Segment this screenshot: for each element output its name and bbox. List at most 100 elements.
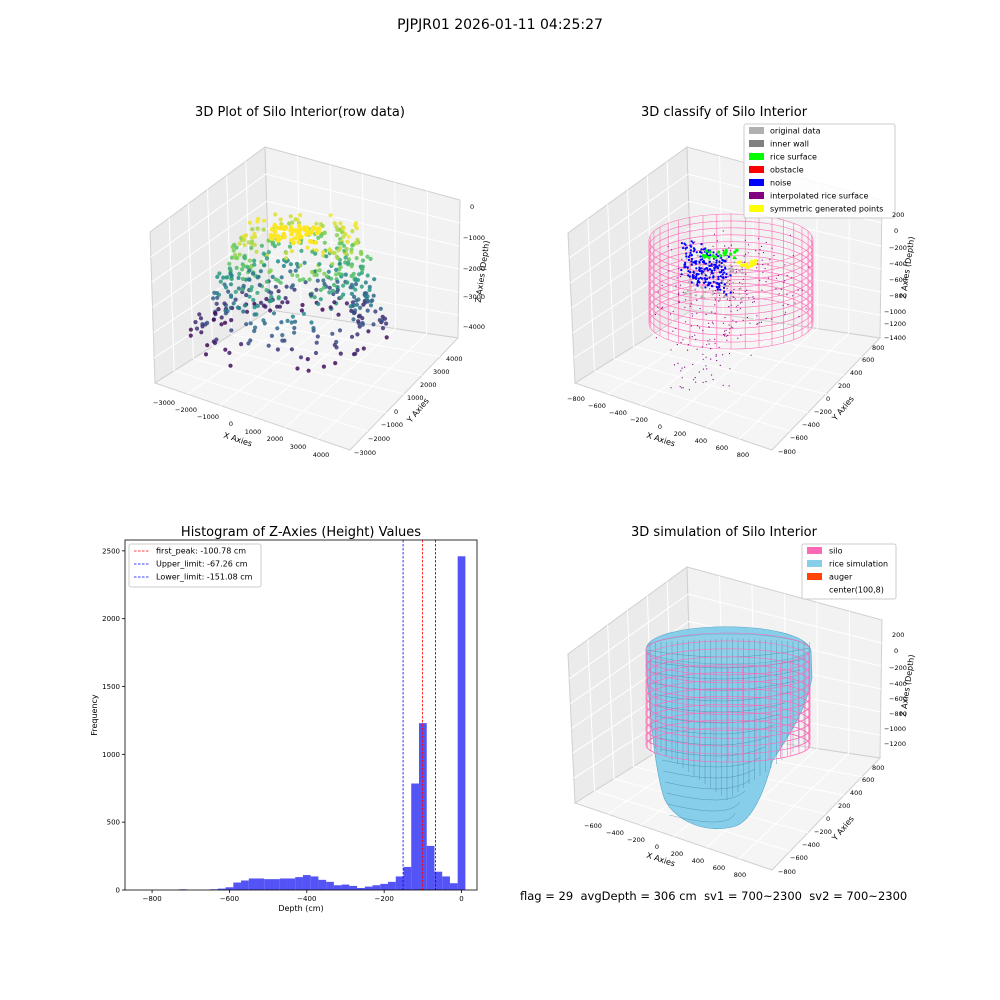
- classified-point: [732, 327, 734, 329]
- classified-point: [723, 283, 726, 286]
- classified-point: [695, 294, 698, 297]
- classified-point: [721, 273, 724, 276]
- raw-point: [227, 261, 232, 266]
- silo-ring: [648, 227, 814, 281]
- simulation-3d-ytick: −400: [802, 841, 820, 849]
- classified-point: [756, 263, 758, 265]
- classified-point: [714, 312, 716, 314]
- classified-point: [808, 266, 810, 268]
- raw-point: [281, 263, 286, 269]
- histogram-bar: [457, 556, 466, 890]
- raw-point: [255, 226, 260, 231]
- sv2-value: sv2 = 700~2300: [809, 889, 908, 903]
- raw-point: [256, 274, 261, 279]
- raw-point: [216, 307, 221, 312]
- silo-ring: [648, 289, 814, 343]
- classified-point: [661, 307, 663, 309]
- raw-3d-xtick: 4000: [313, 451, 330, 459]
- raw-point: [309, 269, 315, 275]
- classified-point: [690, 245, 693, 248]
- classify-3d-ztick: −400: [889, 260, 907, 268]
- raw-3d-ztick: −2000: [463, 265, 485, 273]
- raw-point: [321, 250, 326, 255]
- raw-point: [253, 325, 258, 330]
- raw-point: [371, 322, 376, 327]
- raw-point: [200, 322, 205, 327]
- raw-point: [338, 221, 343, 226]
- classified-point: [713, 263, 716, 266]
- raw-point: [315, 278, 320, 283]
- raw-point: [336, 312, 341, 317]
- classified-point: [700, 248, 703, 251]
- classified-point: [736, 309, 739, 311]
- classified-point: [711, 374, 713, 376]
- raw-point: [268, 232, 274, 238]
- classify-3d-ztick: 200: [892, 211, 904, 219]
- raw-point: [295, 366, 300, 371]
- classified-point: [719, 364, 721, 366]
- legend-label: noise: [770, 179, 791, 188]
- raw-point: [219, 322, 224, 327]
- sv1-value: sv1 = 700~2300: [704, 889, 802, 903]
- classified-point: [716, 288, 719, 291]
- classified-point: [708, 264, 711, 267]
- classified-point: [712, 251, 715, 254]
- raw-point: [333, 361, 338, 366]
- classified-point: [703, 263, 705, 265]
- histogram-bar: [310, 876, 319, 890]
- classified-point: [699, 327, 701, 329]
- raw-point: [306, 368, 311, 373]
- raw-point: [341, 283, 346, 288]
- raw-point: [314, 221, 319, 226]
- raw-point: [353, 282, 359, 287]
- raw-point: [312, 295, 317, 300]
- gridline: [738, 752, 850, 860]
- raw-point: [188, 327, 193, 332]
- raw-point: [327, 290, 332, 295]
- raw-point: [299, 308, 304, 313]
- raw-point: [377, 318, 382, 323]
- classified-point: [657, 306, 659, 308]
- raw-point: [359, 251, 364, 256]
- raw-point: [272, 222, 278, 228]
- raw-point: [194, 326, 200, 331]
- classified-point: [695, 273, 698, 277]
- classified-point: [681, 367, 683, 369]
- raw-point: [211, 296, 216, 301]
- raw-3d-xtick: −1000: [197, 413, 219, 421]
- classified-point: [757, 238, 760, 240]
- classified-point: [726, 287, 728, 290]
- figure-suptitle: PJPJR01 2026-01-11 04:25:27: [397, 17, 603, 33]
- simulation-3d-ytick: −600: [790, 854, 808, 862]
- classified-point: [739, 287, 742, 290]
- simulation-3d-ytick: 200: [838, 802, 850, 810]
- simulation-3d-ytick: 0: [826, 815, 830, 823]
- classified-point: [726, 298, 728, 300]
- raw-point: [252, 328, 257, 334]
- classify-3d-ytick: 400: [850, 369, 862, 377]
- classified-point: [714, 342, 716, 344]
- raw-point: [275, 259, 281, 264]
- raw-point: [217, 271, 222, 276]
- raw-point: [316, 229, 322, 235]
- classified-point: [690, 303, 692, 305]
- classified-point: [786, 274, 788, 277]
- classified-point: [722, 384, 724, 386]
- classified-point: [678, 268, 680, 270]
- raw-data-3d-panel: 3D Plot of Silo Interior(row data) −3000…: [149, 105, 491, 459]
- classify-3d-xlabel: X Axies: [645, 431, 676, 449]
- classified-point: [729, 264, 732, 267]
- classified-point: [738, 269, 742, 272]
- raw-point: [257, 282, 262, 288]
- raw-point: [283, 296, 288, 301]
- raw-point: [240, 267, 245, 272]
- raw-3d-yticks: −3000 −2000 −1000 0 1000 2000 3000 4000: [354, 355, 463, 457]
- classified-point: [729, 291, 732, 294]
- classified-point: [700, 243, 703, 246]
- classified-point: [709, 281, 712, 284]
- histogram-bar: [341, 884, 350, 890]
- raw-point: [279, 320, 284, 325]
- raw-point: [258, 269, 263, 274]
- raw-point: [247, 294, 252, 299]
- raw-point: [212, 340, 218, 345]
